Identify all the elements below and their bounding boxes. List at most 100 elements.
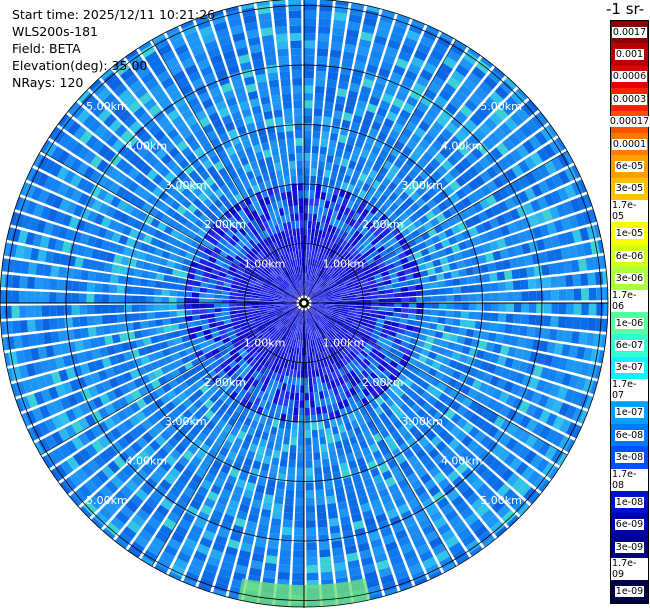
range-bin xyxy=(184,285,193,292)
range-bin xyxy=(318,306,326,310)
colorbar-tick-label: 6e-09 xyxy=(614,519,645,531)
range-bin xyxy=(340,327,349,334)
range-bin xyxy=(538,251,549,264)
range-bin xyxy=(299,258,302,266)
range-bin xyxy=(590,348,601,363)
range-bin xyxy=(272,281,280,287)
range-bin xyxy=(121,176,133,189)
range-bin xyxy=(326,301,334,303)
range-bin xyxy=(415,290,424,297)
range-bin xyxy=(33,361,44,375)
range-bin xyxy=(123,149,136,162)
colorbar-tick-label: 3e-06 xyxy=(614,272,645,284)
range-bin xyxy=(305,325,308,333)
range-bin xyxy=(338,269,347,277)
range-bin xyxy=(294,274,298,282)
range-bin xyxy=(311,303,319,306)
range-bin xyxy=(280,215,287,224)
range-bin xyxy=(319,280,326,287)
range-bin xyxy=(146,194,158,205)
range-bin xyxy=(253,255,262,263)
range-bin xyxy=(64,228,76,241)
range-bin xyxy=(311,304,319,308)
range-bin xyxy=(442,464,455,477)
range-bin xyxy=(295,490,304,498)
range-bin xyxy=(384,198,394,208)
range-bin xyxy=(493,429,506,443)
range-bin xyxy=(103,431,116,445)
range-bin xyxy=(250,560,263,570)
range-bin xyxy=(365,354,374,363)
range-bin xyxy=(247,153,257,163)
range-bin xyxy=(263,331,271,339)
range-bin xyxy=(116,470,129,484)
range-bin xyxy=(108,377,120,389)
range-bin xyxy=(7,243,18,258)
range-bin xyxy=(285,130,294,139)
range-bin xyxy=(184,315,193,322)
range-bin xyxy=(438,310,447,317)
range-bin xyxy=(510,90,526,106)
range-bin xyxy=(189,383,200,393)
range-bin xyxy=(352,146,362,156)
range-bin xyxy=(320,253,325,262)
range-bin xyxy=(269,171,277,180)
range-bin xyxy=(345,372,354,381)
range-bin xyxy=(342,112,353,122)
range-bin xyxy=(424,357,435,367)
range-bin xyxy=(103,417,116,430)
range-bin xyxy=(206,308,215,314)
range-bin xyxy=(563,330,573,343)
range-bin xyxy=(174,359,184,368)
range-bin xyxy=(247,410,256,420)
range-bin xyxy=(501,509,517,525)
range-bin xyxy=(139,131,152,144)
range-bin xyxy=(204,176,215,187)
range-bin xyxy=(277,358,283,367)
range-bin xyxy=(481,421,493,434)
range-bin xyxy=(258,325,267,332)
range-bin xyxy=(436,273,445,281)
range-bin xyxy=(202,329,212,336)
range-bin xyxy=(119,362,129,373)
range-bin xyxy=(517,337,527,348)
range-bin xyxy=(347,21,361,32)
range-bin xyxy=(304,228,308,236)
range-bin xyxy=(120,505,135,519)
range-bin xyxy=(178,322,187,330)
range-bin xyxy=(275,169,283,179)
range-bin xyxy=(394,408,405,419)
ppi-data-layer xyxy=(0,0,608,607)
range-bin xyxy=(140,163,153,176)
range-bin xyxy=(438,288,447,295)
range-bin xyxy=(227,330,236,337)
range-bin xyxy=(159,166,171,178)
range-bin xyxy=(222,246,231,254)
range-bin xyxy=(200,282,209,288)
range-bin xyxy=(467,72,482,86)
range-bin xyxy=(293,274,297,282)
range-bin xyxy=(290,315,296,322)
range-bin xyxy=(260,311,268,315)
range-bin xyxy=(216,228,226,237)
range-bin xyxy=(319,261,325,270)
range-bin xyxy=(223,210,233,220)
range-bin xyxy=(200,479,213,491)
range-bin xyxy=(421,151,434,163)
range-bin xyxy=(430,251,440,261)
range-bin xyxy=(180,83,194,96)
range-bin xyxy=(191,298,200,303)
range-bin xyxy=(392,282,401,289)
range-bin xyxy=(377,183,387,194)
range-bin xyxy=(232,276,241,283)
range-bin xyxy=(489,112,503,126)
range-bin xyxy=(31,407,44,422)
range-bin xyxy=(276,323,283,330)
range-bin xyxy=(554,370,565,385)
range-bin xyxy=(287,260,293,268)
range-bin xyxy=(318,303,327,306)
range-bin xyxy=(305,512,316,521)
range-bin xyxy=(79,316,88,327)
range-bin xyxy=(518,400,531,414)
range-bin xyxy=(104,367,115,379)
